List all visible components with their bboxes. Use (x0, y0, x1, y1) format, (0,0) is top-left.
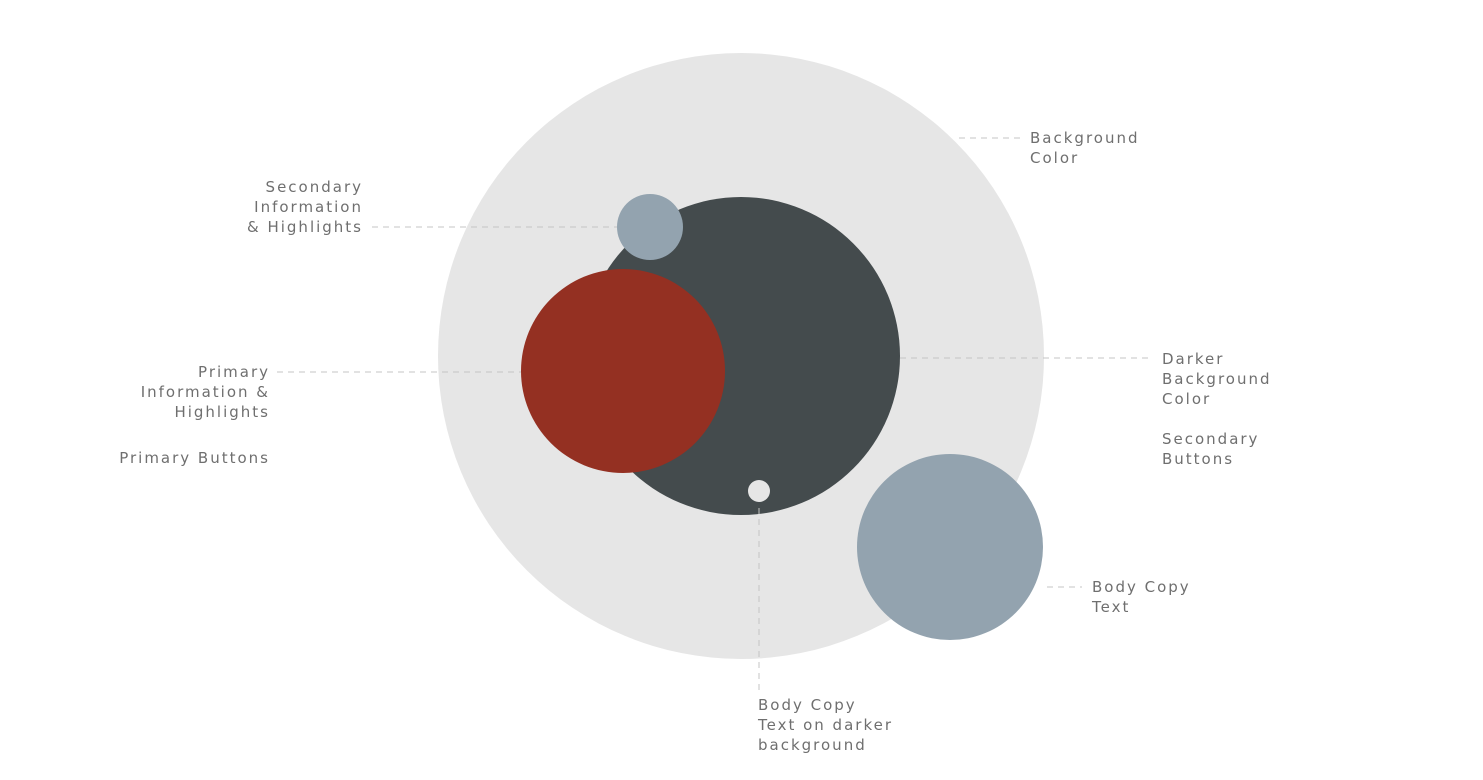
body-copy-dark-dot (748, 480, 770, 502)
label-background-color: Background Color (1030, 128, 1140, 168)
primary-color-circle (521, 269, 725, 473)
label-line: Secondary (265, 178, 363, 196)
label-darker-background-color: Darker Background Color (1162, 349, 1272, 409)
label-line: Primary Buttons (119, 449, 270, 467)
label-line: Primary (198, 363, 270, 381)
label-line: Text (1092, 598, 1131, 616)
label-line: Buttons (1162, 450, 1235, 468)
label-line: Color (1162, 390, 1212, 408)
label-line: Text on darker (758, 716, 893, 734)
label-line: Highlights (174, 403, 270, 421)
label-primary-information: Primary Information & Highlights (141, 362, 270, 422)
label-line: Color (1030, 149, 1080, 167)
label-line: & Highlights (247, 218, 363, 236)
label-line: Body Copy (758, 696, 857, 714)
label-secondary-buttons: Secondary Buttons (1162, 429, 1259, 469)
secondary-large-circle (857, 454, 1043, 640)
label-line: Background (1162, 370, 1272, 388)
label-line: Information (254, 198, 363, 216)
label-body-copy-dark: Body Copy Text on darker background (758, 695, 893, 755)
label-line: background (758, 736, 867, 754)
label-line: Information & (140, 383, 270, 401)
label-primary-buttons: Primary Buttons (119, 448, 270, 468)
label-line: Background (1030, 129, 1140, 147)
label-line: Darker (1162, 350, 1225, 368)
label-secondary-information: Secondary Information & Highlights (247, 177, 363, 237)
secondary-small-circle (617, 194, 683, 260)
label-line: Body Copy (1092, 578, 1191, 596)
label-line: Secondary (1162, 430, 1260, 448)
label-body-copy-text: Body Copy Text (1092, 577, 1191, 617)
